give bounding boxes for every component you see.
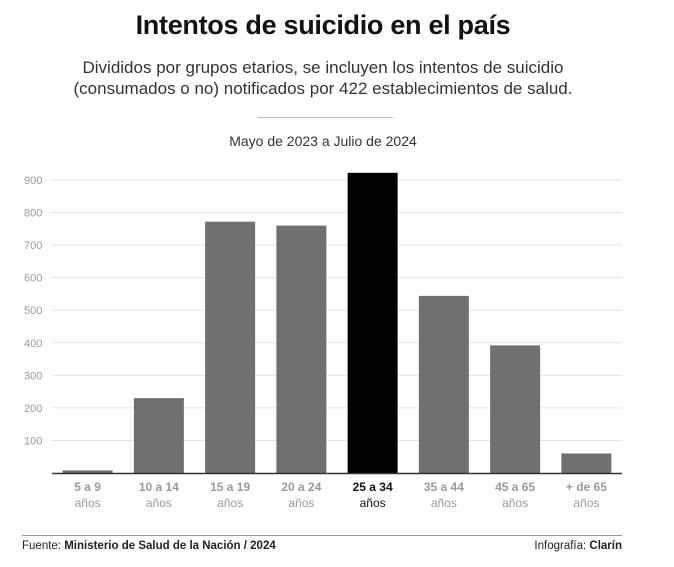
y-tick-label: 900 bbox=[24, 175, 42, 187]
period-label: Mayo de 2023 a Julio de 2024 bbox=[229, 133, 417, 149]
chart-title: Intentos de suicidio en el país bbox=[135, 10, 511, 40]
x-tick-label: 35 a 44 bbox=[424, 480, 464, 494]
bar bbox=[347, 172, 398, 474]
bar bbox=[133, 398, 184, 473]
y-tick-label: 200 bbox=[24, 403, 42, 415]
source-label: Fuente: bbox=[22, 540, 61, 552]
x-tick-label: 25 a 34 bbox=[353, 480, 393, 494]
footer-divider bbox=[22, 535, 622, 536]
credit-value: Clarín bbox=[589, 540, 622, 552]
x-tick-sublabel: años bbox=[146, 496, 172, 510]
x-tick-sublabel: años bbox=[573, 496, 599, 510]
bar bbox=[561, 453, 612, 473]
y-tick-label: 100 bbox=[24, 435, 42, 447]
x-tick-sublabel: años bbox=[288, 496, 314, 510]
credit-note: Infografía: Clarín bbox=[534, 540, 622, 552]
bar bbox=[205, 221, 256, 473]
x-tick-sublabel: años bbox=[360, 496, 386, 510]
x-tick-label: 15 a 19 bbox=[210, 480, 250, 494]
source-value: Ministerio de Salud de la Nación / 2024 bbox=[64, 540, 276, 552]
y-tick-label: 400 bbox=[24, 338, 42, 350]
x-tick-sublabel: años bbox=[502, 496, 528, 510]
y-tick-label: 500 bbox=[24, 305, 42, 317]
credit-label: Infografía: bbox=[534, 540, 587, 552]
bar bbox=[490, 345, 541, 473]
x-tick-sublabel: años bbox=[431, 496, 457, 510]
x-tick-sublabel: años bbox=[75, 496, 101, 510]
bar-chart: 100 200 300 400 500 600 700 800 900 5 a 9 años 10 a… bbox=[24, 172, 622, 510]
source-note: Fuente: Ministerio de Salud de la Nación… bbox=[22, 540, 276, 552]
x-tick-label: 20 a 24 bbox=[281, 480, 321, 494]
x-tick-label: 45 a 65 bbox=[495, 480, 535, 494]
chart-subtitle: Divididos por grupos etarios, se incluye… bbox=[20, 57, 626, 99]
x-tick-sublabel: años bbox=[217, 496, 243, 510]
x-tick-label: + de 65 bbox=[566, 480, 607, 494]
y-tick-label: 300 bbox=[24, 370, 42, 382]
y-tick-label: 800 bbox=[24, 208, 42, 220]
x-tick-label: 5 a 9 bbox=[74, 480, 101, 494]
y-tick-label: 600 bbox=[24, 273, 42, 285]
bar bbox=[62, 470, 113, 473]
bar bbox=[276, 225, 327, 473]
subtitle-line-2: (consumados o no) notificados por 422 es… bbox=[73, 79, 573, 98]
x-tick-label: 10 a 14 bbox=[139, 480, 179, 494]
subtitle-line-1: Divididos por grupos etarios, se incluye… bbox=[82, 58, 564, 77]
y-tick-label: 700 bbox=[24, 240, 42, 252]
divider bbox=[258, 117, 393, 118]
bar bbox=[418, 295, 469, 473]
